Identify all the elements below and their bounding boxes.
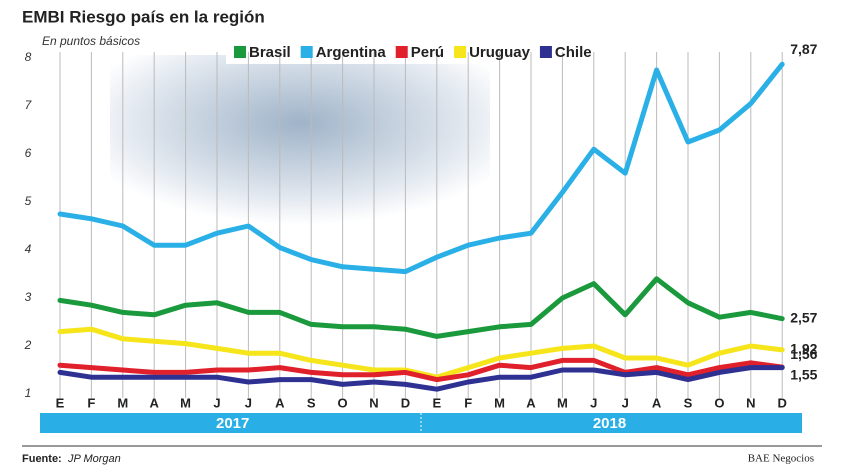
x-tick-label: O [714, 395, 724, 410]
year-label: 2017 [216, 415, 249, 432]
x-tick-label: F [464, 395, 472, 410]
x-tick-label: M [180, 395, 191, 410]
series-line [57, 61, 785, 275]
series-line [57, 357, 785, 383]
end-label: 7,87 [790, 41, 817, 57]
x-tick-label: F [87, 395, 95, 410]
y-tick-label: 7 [25, 98, 33, 112]
brand: BAE Negocios [748, 453, 814, 465]
legend-swatch [454, 46, 467, 58]
y-tick-label: 6 [25, 146, 32, 160]
x-tick-label: M [557, 395, 568, 410]
end-label: 1,56 [790, 346, 817, 362]
x-tick-label: A [526, 395, 536, 410]
x-tick-label: A [652, 395, 662, 410]
y-tick-label: 5 [25, 194, 32, 208]
chart-subtitle: En puntos básicos [42, 34, 140, 48]
x-tick-label: D [778, 395, 787, 410]
y-tick-label: 4 [25, 242, 32, 256]
legend-label: Chile [555, 44, 592, 61]
background-image [110, 55, 490, 225]
legend-label: Argentina [316, 44, 387, 61]
source: JP Morgan [67, 453, 121, 465]
y-tick-label: 2 [24, 338, 32, 352]
legend-label: Uruguay [469, 44, 531, 61]
y-tick-label: 1 [25, 386, 32, 400]
end-label: 1,55 [790, 366, 817, 382]
y-tick-label: 8 [25, 50, 32, 64]
x-tick-label: N [369, 395, 378, 410]
x-tick-label: J [213, 395, 220, 410]
legend-box [226, 40, 640, 64]
x-tick-label: N [746, 395, 755, 410]
legend-swatch [300, 46, 313, 58]
source-label: Fuente: [22, 453, 62, 465]
x-tick-label: S [684, 395, 693, 410]
x-tick-label: M [494, 395, 505, 410]
x-tick-label: A [275, 395, 285, 410]
x-tick-label: M [117, 395, 128, 410]
x-tick-label: O [338, 395, 348, 410]
x-tick-label: A [150, 395, 160, 410]
legend-swatch [234, 46, 246, 58]
legend-label: Perú [411, 44, 444, 61]
x-tick-label: D [401, 395, 410, 410]
x-tick-label: J [590, 395, 597, 410]
end-label: 1,92 [790, 341, 817, 357]
legend-label: Brasil [249, 44, 291, 61]
x-tick-label: J [245, 395, 252, 410]
y-tick-label: 3 [25, 290, 32, 304]
series-line [57, 276, 785, 339]
x-tick-label: E [56, 395, 65, 410]
x-tick-label: J [622, 395, 629, 410]
legend-swatch [539, 46, 552, 58]
x-tick-label: E [432, 395, 441, 410]
series-line [57, 365, 785, 392]
x-tick-label: S [307, 395, 316, 410]
legend-swatch [395, 46, 408, 58]
end-label: 2,57 [790, 309, 817, 325]
chart-title: EMBI Riesgo país en la región [22, 7, 265, 26]
year-label: 2018 [593, 415, 626, 432]
